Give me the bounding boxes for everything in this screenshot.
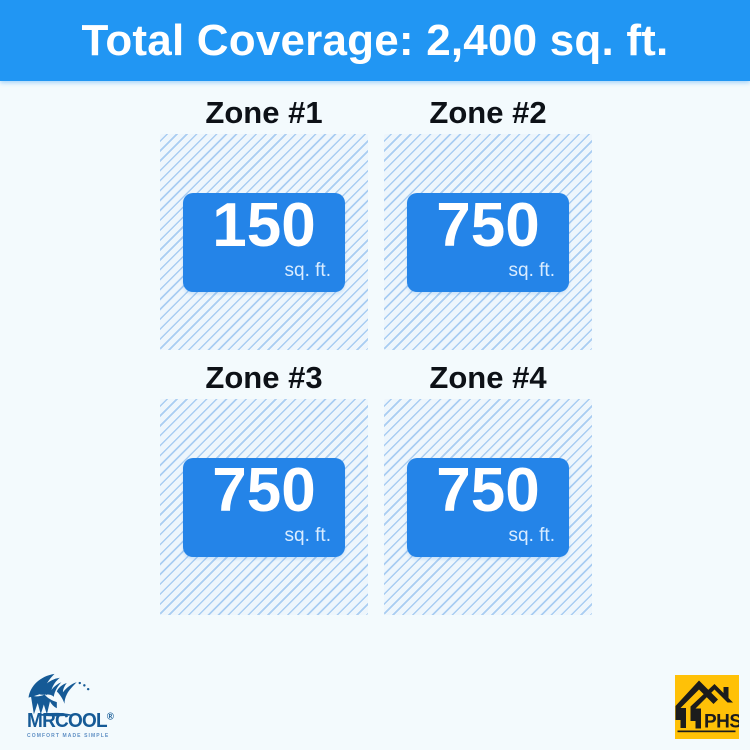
svg-text:PHS: PHS: [704, 712, 739, 733]
